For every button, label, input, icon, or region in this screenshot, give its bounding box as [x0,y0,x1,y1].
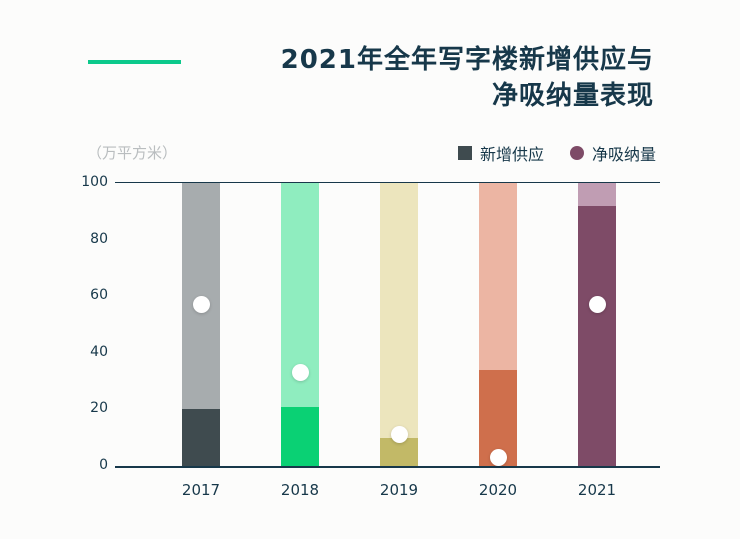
title-accent-line [88,60,181,64]
plot-area [115,182,660,468]
bar-track-2019 [380,183,418,466]
x-label-2020: 2020 [478,481,518,499]
y-tick-0: 0 [99,457,108,473]
point-net-absorption-2018 [291,364,309,382]
legend-item-new-supply: 新增供应 [457,141,544,165]
legend-label-new-supply: 新增供应 [479,145,544,164]
y-tick-20: 20 [90,400,108,417]
legend-square-marker-icon [457,146,472,160]
legend-label-net-absorption: 净吸纳量 [591,145,656,164]
x-axis: 2017 2018 2019 2020 2021 [115,481,660,501]
point-net-absorption-2020 [489,449,507,466]
bar-new-supply-2018 [281,406,319,466]
bar-new-supply-2017 [182,409,220,466]
bar-new-supply-2021 [578,205,616,466]
axis-unit-label: （万平方米） [87,144,178,162]
chart-title-line1: 2021年全年写字楼新增供应与 [280,45,654,75]
y-tick-80: 80 [90,230,108,247]
y-tick-40: 40 [90,343,108,360]
y-tick-60: 60 [90,287,108,304]
x-label-2018: 2018 [280,481,320,499]
x-label-2021: 2021 [577,481,617,499]
x-label-2017: 2017 [181,481,221,499]
point-net-absorption-2021 [588,296,606,314]
y-tick-100: 100 [81,174,108,190]
legend: 新增供应 净吸纳量 [457,141,656,165]
chart-title-line2: 净吸纳量表现 [491,81,654,112]
legend-item-net-absorption: 净吸纳量 [569,141,656,165]
x-label-2019: 2019 [379,481,419,499]
chart-title: 2021年全年写字楼新增供应与 净吸纳量表现 [281,42,654,115]
legend-circle-marker-icon [569,146,584,160]
point-net-absorption-2017 [192,296,210,314]
y-axis: 0 20 40 60 80 100 [0,174,108,473]
point-net-absorption-2019 [390,426,408,444]
